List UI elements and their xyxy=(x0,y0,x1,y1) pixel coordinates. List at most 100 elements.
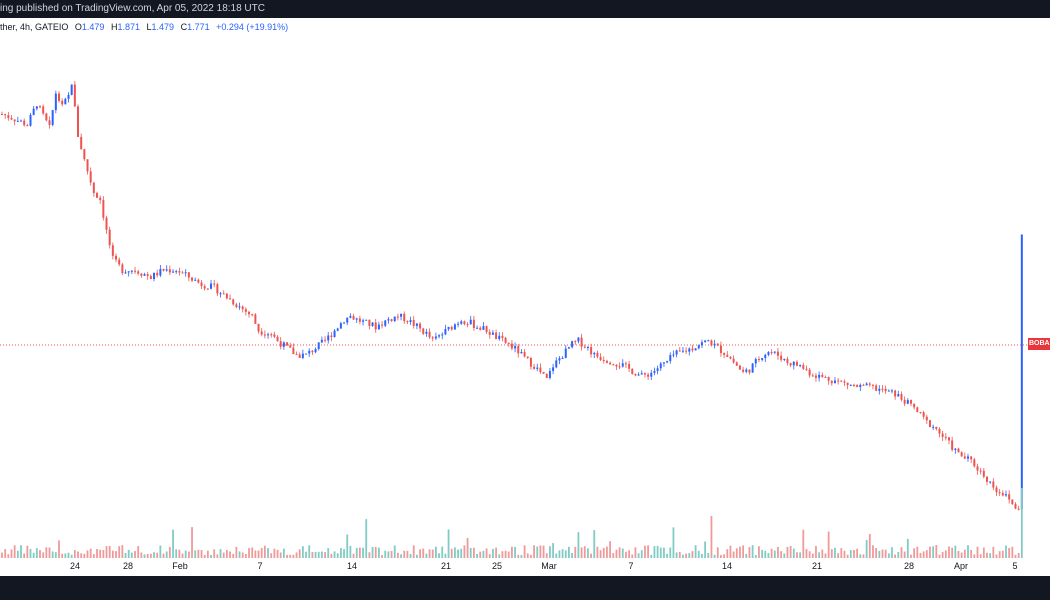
volume-bar xyxy=(948,546,950,558)
candle-body xyxy=(808,369,811,376)
candle-body xyxy=(529,358,532,367)
volume-bar xyxy=(941,551,944,558)
volume-bar xyxy=(856,548,859,558)
candle-body xyxy=(662,362,665,364)
volume-bar xyxy=(232,553,235,558)
volume-bar xyxy=(374,546,377,558)
candle-body xyxy=(251,314,254,316)
volume-bar xyxy=(86,550,89,558)
candle-body xyxy=(647,374,650,377)
volume-bar xyxy=(349,545,352,558)
candle-body xyxy=(127,271,130,273)
volume-bar xyxy=(422,548,425,558)
volume-bar xyxy=(555,553,558,558)
volume-bar xyxy=(640,550,643,558)
candle-body xyxy=(444,329,447,335)
candle-body xyxy=(495,332,498,340)
volume-bar xyxy=(650,554,653,558)
volume-bar xyxy=(758,546,760,558)
volume-bar xyxy=(989,553,992,558)
candle-body xyxy=(466,324,469,326)
candle-body xyxy=(906,400,909,404)
volume-bar xyxy=(644,545,646,558)
candle-body xyxy=(23,120,26,126)
price-chart[interactable]: 24 28 Feb 7 14 21 25 Mar 7 14 21 28 Apr 5 xyxy=(0,18,1050,576)
candle-body xyxy=(1004,494,1007,496)
candle-body xyxy=(925,416,928,421)
volume-bar xyxy=(146,553,149,558)
candle-body xyxy=(422,328,425,334)
volume-bar xyxy=(625,551,627,558)
candle-body xyxy=(330,335,333,337)
candle-body xyxy=(463,321,466,325)
candle-body xyxy=(365,319,368,321)
candle-body xyxy=(184,272,187,274)
candle-body xyxy=(726,354,729,357)
volume-bar xyxy=(995,554,998,558)
candle-body xyxy=(941,433,944,437)
volume-bar xyxy=(336,553,339,558)
candle-body xyxy=(32,108,35,115)
candle-body xyxy=(343,322,346,324)
volume-bar xyxy=(843,550,846,558)
candle-body xyxy=(754,359,757,364)
candle-body xyxy=(143,274,146,276)
volume-bar xyxy=(23,553,26,558)
volume-bar xyxy=(530,554,532,558)
candle-body xyxy=(783,358,786,360)
volume-bar xyxy=(925,550,928,558)
candle-body xyxy=(637,374,640,376)
volume-bar xyxy=(444,553,447,558)
volume-bar xyxy=(884,549,887,558)
volume-bar xyxy=(732,551,735,558)
candle-body xyxy=(590,347,593,355)
change-value: +0.294 (+19.91%) xyxy=(216,22,289,32)
volume-bar xyxy=(609,541,611,558)
candle-body xyxy=(168,269,171,273)
volume-bar xyxy=(830,549,833,558)
candle-body xyxy=(963,456,966,459)
volume-bar xyxy=(694,545,697,558)
candle-body xyxy=(805,368,808,370)
volume-bar xyxy=(919,552,922,558)
volume-bar xyxy=(419,549,421,558)
candle-body xyxy=(29,114,32,126)
candle-body xyxy=(181,272,184,274)
candle-body xyxy=(704,340,707,343)
candle-body xyxy=(111,245,114,256)
volume-bar xyxy=(954,545,957,558)
candle-body xyxy=(289,345,292,348)
volume-bar xyxy=(840,548,843,558)
candle-body xyxy=(871,384,874,386)
candle-body xyxy=(241,306,244,310)
candle-body xyxy=(105,217,108,230)
candle-body xyxy=(415,323,418,326)
candle-body xyxy=(488,331,491,335)
volume-bar xyxy=(906,538,909,558)
close-value: 1.771 xyxy=(187,22,210,32)
volume-bar xyxy=(647,545,650,558)
volume-bar xyxy=(618,547,621,558)
candle-body xyxy=(317,342,320,350)
candle-body xyxy=(501,335,504,338)
volume-bar xyxy=(352,553,355,558)
volume-bar xyxy=(672,527,675,558)
candle-body xyxy=(146,274,149,276)
volume-bar xyxy=(998,551,1001,558)
candle-body xyxy=(187,272,190,278)
volume-bar xyxy=(1014,554,1017,558)
volume-bar xyxy=(1005,545,1007,558)
candle-body xyxy=(605,360,608,363)
volume-bar xyxy=(172,529,174,558)
volume-bar xyxy=(726,549,729,558)
volume-bar xyxy=(859,554,862,558)
candle-body xyxy=(887,390,890,392)
candle-body xyxy=(1020,234,1023,510)
volume-bar xyxy=(39,550,41,558)
candle-body xyxy=(833,380,836,384)
volume-bar xyxy=(606,546,608,558)
candle-body xyxy=(270,334,273,336)
candle-body xyxy=(694,348,697,351)
volume-bar xyxy=(435,546,437,558)
volume-bar xyxy=(498,554,501,558)
